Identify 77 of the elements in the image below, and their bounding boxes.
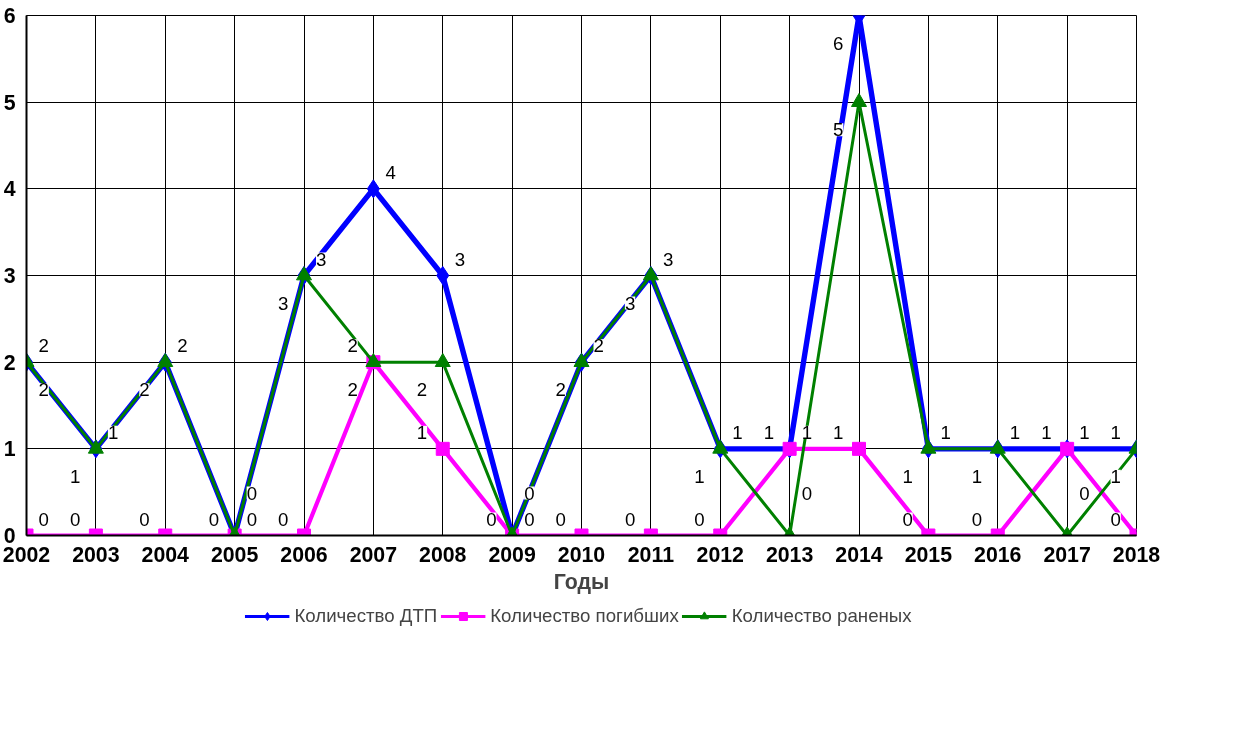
data-label: 1 xyxy=(1041,421,1052,443)
y-tick-label: 6 xyxy=(3,4,16,28)
data-label: 0 xyxy=(486,508,497,530)
data-label: 1 xyxy=(107,421,119,443)
data-label: 2 xyxy=(347,335,358,357)
legend-label: Количество погибших xyxy=(490,605,679,627)
data-label: 2 xyxy=(177,335,188,357)
x-tick-label: 2004 xyxy=(141,542,190,567)
data-label: 1 xyxy=(902,465,913,487)
data-label: 0 xyxy=(694,508,705,530)
data-label: 3 xyxy=(454,248,466,270)
x-tick-label: 2009 xyxy=(488,542,536,567)
x-tick-label: 2014 xyxy=(835,542,883,567)
data-label: 2 xyxy=(593,335,604,357)
x-tick-label: 2008 xyxy=(419,542,467,567)
data-label: 0 xyxy=(524,508,535,530)
y-tick-label: 5 xyxy=(3,90,16,115)
data-label: 0 xyxy=(902,508,913,530)
data-label: 0 xyxy=(246,482,258,504)
x-tick-label: 2016 xyxy=(974,542,1022,567)
data-label: 1 xyxy=(1079,421,1090,443)
y-tick-label: 3 xyxy=(3,264,16,288)
data-label: 1 xyxy=(763,421,775,443)
data-label: 3 xyxy=(624,292,636,314)
data-label: 4 xyxy=(385,161,396,183)
y-tick-label: 4 xyxy=(3,177,16,202)
data-label: 3 xyxy=(316,248,327,270)
x-tick-label: 2005 xyxy=(210,542,259,567)
x-tick-label: 2015 xyxy=(904,542,953,567)
data-label: 2 xyxy=(416,379,428,401)
x-tick-label: 2006 xyxy=(280,542,328,567)
x-tick-label: 2007 xyxy=(349,542,398,567)
data-label: 0 xyxy=(38,508,49,530)
x-tick-label: 2013 xyxy=(765,542,814,567)
data-label: 5 xyxy=(833,119,844,141)
data-label: 2 xyxy=(347,379,358,401)
data-label: 3 xyxy=(662,248,674,270)
data-label: 0 xyxy=(69,508,81,530)
data-label: 2 xyxy=(38,335,49,357)
data-label: 1 xyxy=(801,421,813,443)
legend-label: Количество ДТП xyxy=(294,605,438,627)
x-axis-title: Годы xyxy=(553,569,610,594)
x-tick-label: 2003 xyxy=(72,542,120,567)
data-label: 1 xyxy=(694,465,705,487)
data-label: 3 xyxy=(278,292,289,314)
data-label: 1 xyxy=(940,421,951,443)
data-label: 0 xyxy=(1079,482,1090,504)
x-tick-label: 2010 xyxy=(557,542,606,567)
data-label: 1 xyxy=(1110,421,1121,443)
x-tick-label: 2012 xyxy=(696,542,744,567)
data-label: 1 xyxy=(416,421,428,443)
data-label: 1 xyxy=(1110,465,1121,487)
y-tick-label: 2 xyxy=(3,350,16,375)
data-label: 0 xyxy=(971,508,983,530)
data-label: 2 xyxy=(139,379,150,401)
data-label: 1 xyxy=(732,421,743,443)
x-tick-label: 2011 xyxy=(627,542,675,567)
data-label: 0 xyxy=(278,508,289,530)
data-label: 0 xyxy=(555,508,566,530)
data-label: 0 xyxy=(208,508,220,530)
data-label: 0 xyxy=(624,508,636,530)
data-label: 2 xyxy=(38,379,49,401)
data-label: 0 xyxy=(1110,508,1121,530)
data-label: 1 xyxy=(1009,421,1021,443)
data-label: 0 xyxy=(139,508,150,530)
data-label: 0 xyxy=(524,482,535,504)
data-label: 1 xyxy=(971,465,983,487)
x-tick-label: 2018 xyxy=(1112,542,1161,567)
data-label: 0 xyxy=(246,508,258,530)
data-label: 1 xyxy=(833,421,844,443)
legend-label: Количество раненых xyxy=(731,605,912,627)
x-tick-label: 2017 xyxy=(1043,542,1091,567)
data-label: 1 xyxy=(69,465,81,487)
data-label: 6 xyxy=(833,32,844,54)
data-label: 0 xyxy=(801,482,813,504)
data-label: 2 xyxy=(555,379,566,401)
y-tick-label: 1 xyxy=(3,437,16,462)
